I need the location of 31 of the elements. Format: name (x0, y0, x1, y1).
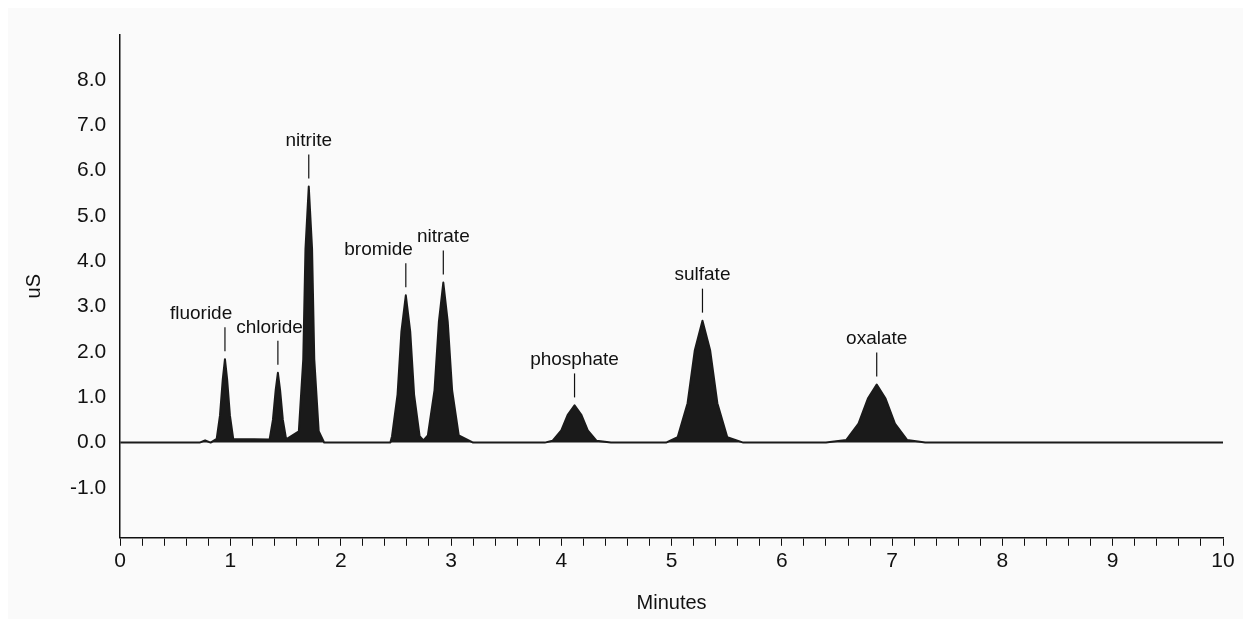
x-tick-label: 9 (1106, 548, 1119, 572)
y-tick-label: 5.0 (76, 202, 107, 226)
annotation: fluoride (169, 301, 233, 323)
y-tick-label: 1.0 (76, 384, 107, 408)
x-tick-label: 5 (665, 548, 678, 572)
y-tick-label: 2.0 (76, 338, 107, 362)
y-tick-label: 8.0 (76, 66, 107, 90)
y-tick-label: 7.0 (76, 112, 107, 136)
x-tick-label: 3 (445, 548, 457, 572)
x-tick-label: 8 (996, 548, 1009, 572)
annotation: chloride (236, 315, 303, 337)
annotation: bromide (344, 238, 413, 259)
x-tick-label: 10 (1211, 548, 1235, 572)
x-tick-label: 1 (224, 548, 237, 572)
y-tick-label: 0.0 (76, 429, 107, 453)
annotation: phosphate (530, 348, 619, 370)
x-tick-label: 2 (334, 548, 347, 572)
annotation: oxalate (846, 327, 908, 349)
y-tick-label: -1.0 (70, 474, 107, 498)
annotation: nitrite (285, 129, 332, 151)
x-tick-label: 7 (886, 548, 898, 572)
y-tick-label: 3.0 (76, 293, 107, 317)
x-axis-title: Minutes (636, 590, 707, 613)
y-axis-title: uS (21, 273, 44, 299)
y-tick-label: 6.0 (76, 157, 107, 181)
x-tick-label: 0 (114, 548, 127, 572)
x-tick-label: 6 (776, 548, 788, 572)
annotation: sulfate (674, 263, 731, 285)
x-tick-label: 4 (555, 548, 568, 572)
y-tick-label: 4.0 (76, 248, 107, 272)
annotation: nitrate (416, 225, 470, 247)
